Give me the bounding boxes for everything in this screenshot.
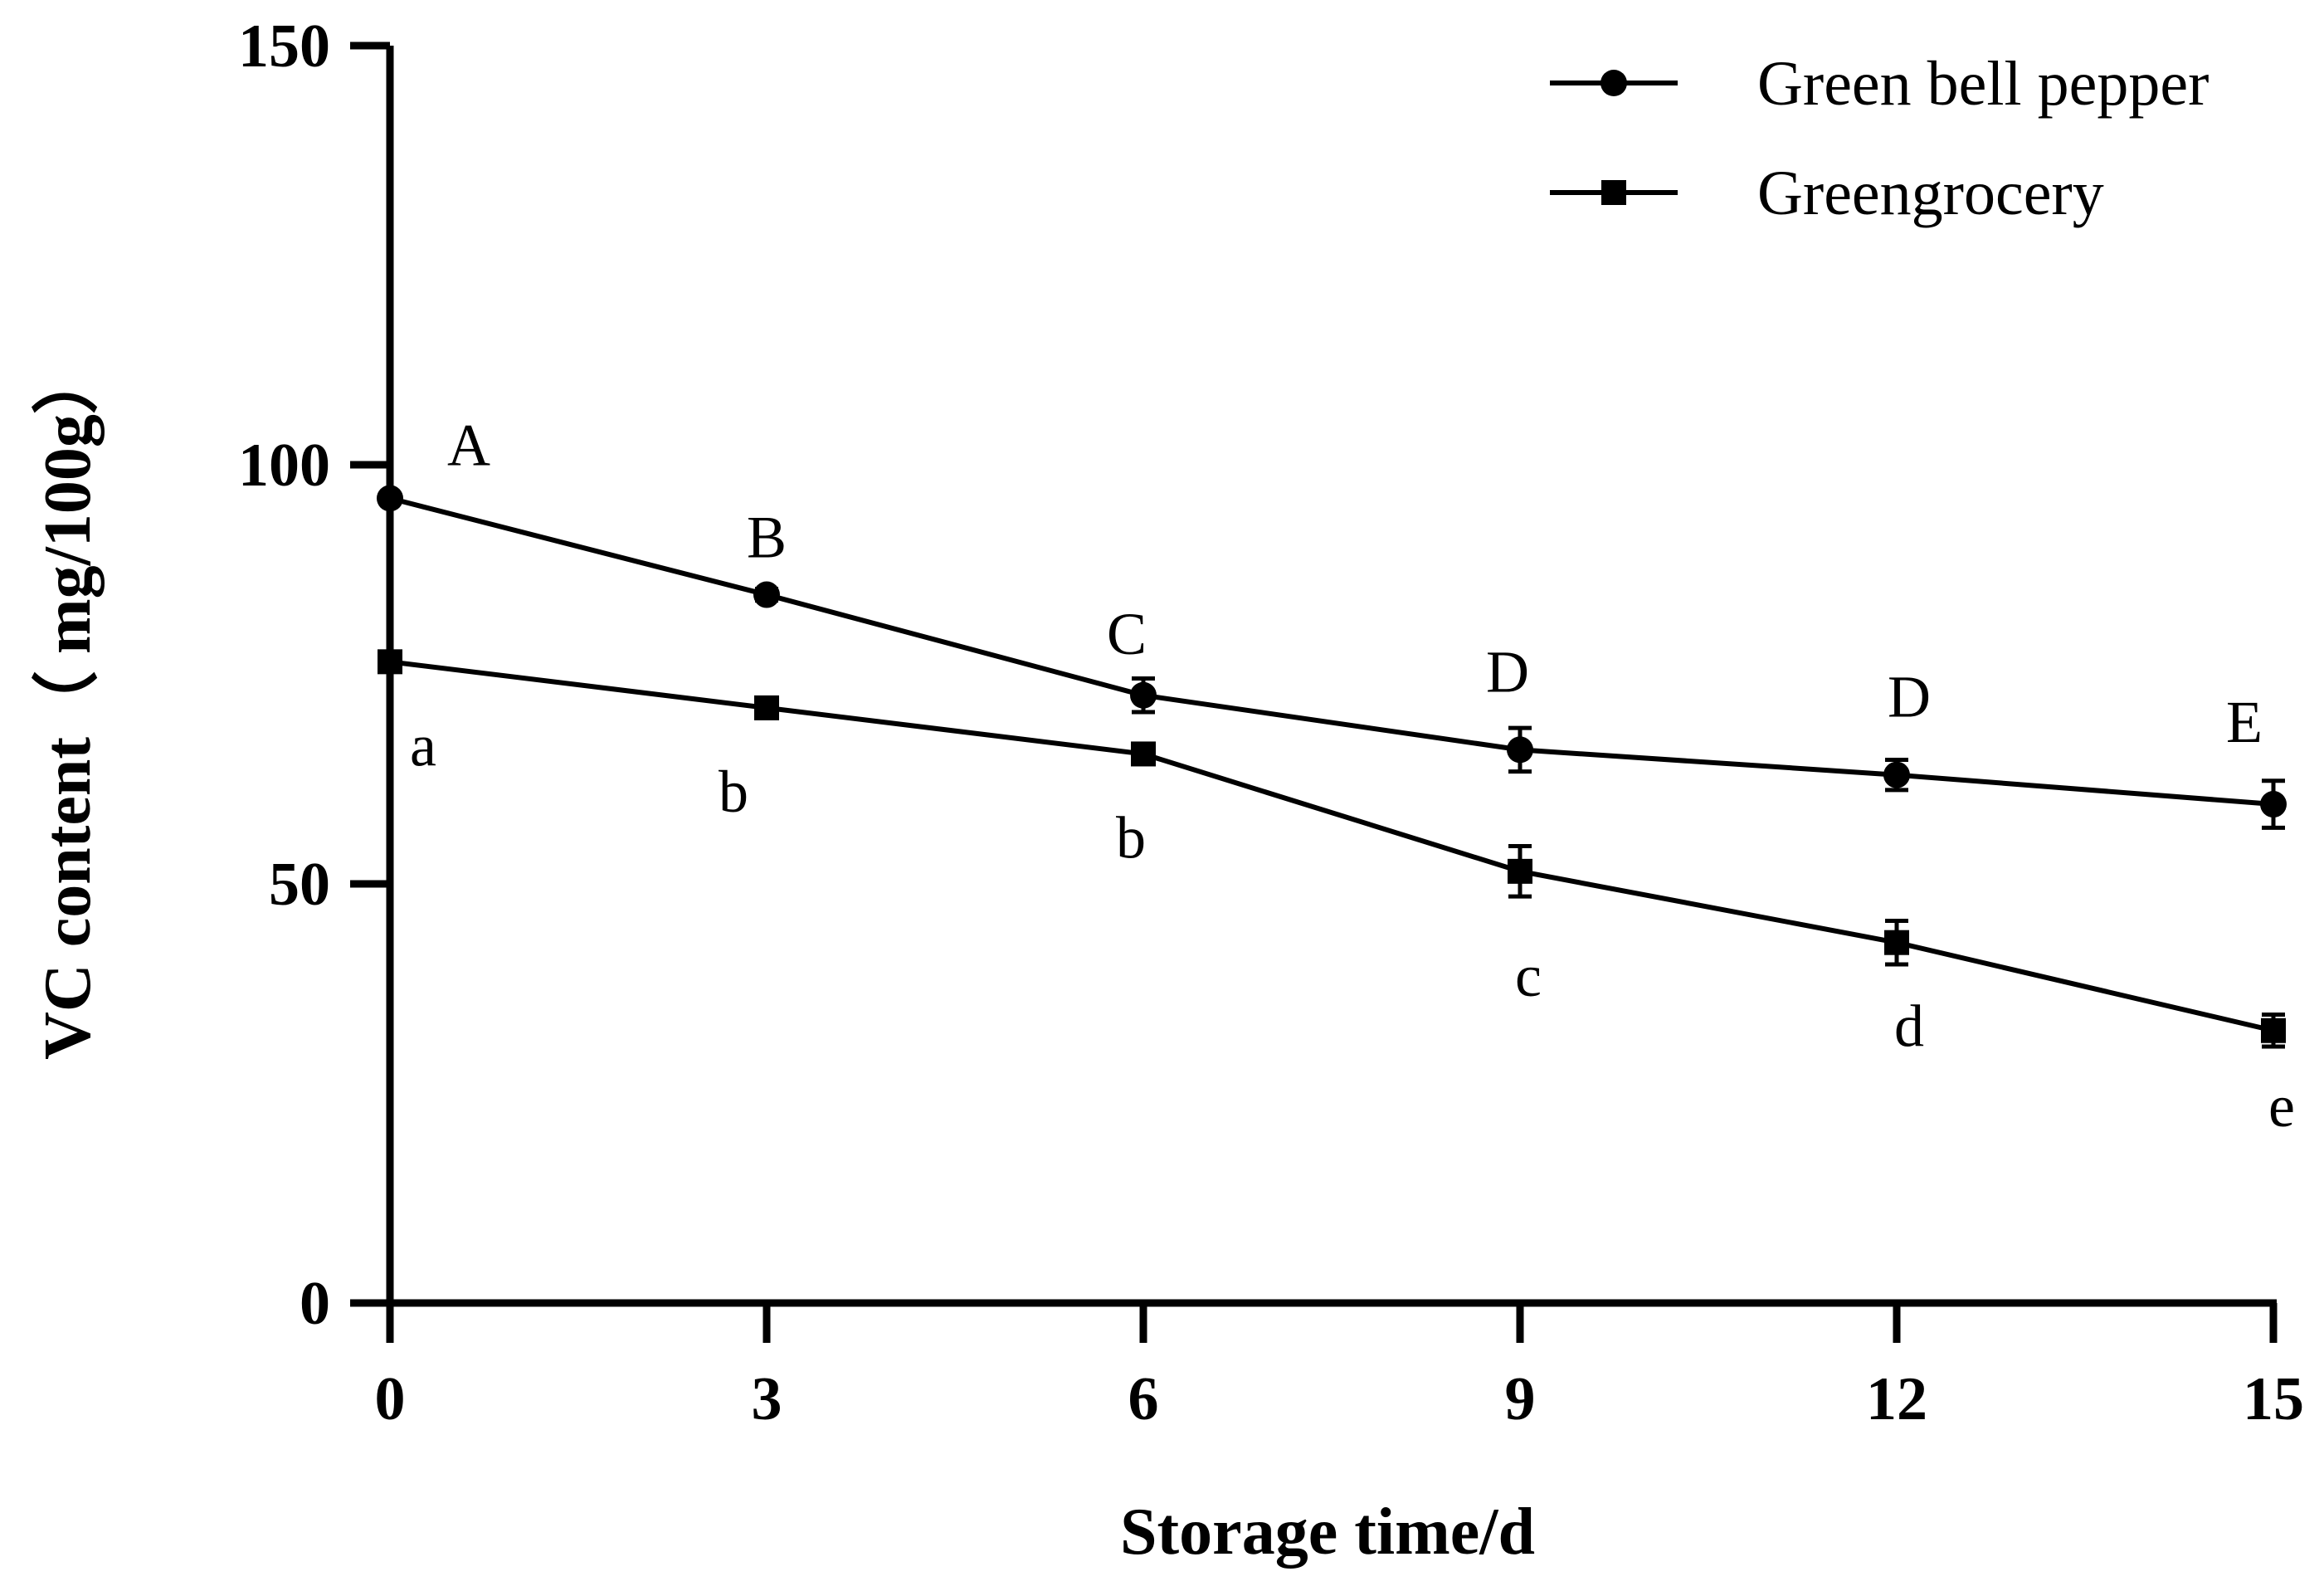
data-point xyxy=(1131,741,1156,767)
data-point xyxy=(1508,858,1532,884)
x-tick-label: 3 xyxy=(752,1365,782,1433)
significance-label: b xyxy=(719,759,748,825)
axes: 0 50 100 150 0 3 6 9 12 15 xyxy=(238,12,2304,1433)
legend: Green bell pepper Greengrocery xyxy=(1550,49,2209,228)
legend-label: Green bell pepper xyxy=(1757,49,2209,119)
significance-label: D xyxy=(1486,638,1529,705)
series-lines xyxy=(377,485,2287,1049)
significance-label: C xyxy=(1107,601,1147,667)
significance-label: b xyxy=(1116,804,1146,871)
data-point xyxy=(1883,761,1910,788)
x-axis-title: Storage time/d xyxy=(1120,1496,1535,1569)
data-point xyxy=(1507,736,1533,764)
series-line-green-bell-pepper xyxy=(389,495,2274,808)
legend-marker xyxy=(1600,70,1627,96)
significance-label: D xyxy=(1888,664,1931,730)
data-point xyxy=(378,649,402,675)
x-tick-label: 12 xyxy=(1866,1365,1927,1433)
data-point xyxy=(754,695,779,720)
legend-marker xyxy=(1601,180,1626,205)
y-tick-label: 50 xyxy=(269,851,330,919)
significance-label: E xyxy=(2226,689,2263,755)
y-tick-label: 150 xyxy=(238,12,330,81)
data-point xyxy=(2260,791,2287,818)
significance-label: d xyxy=(1894,993,1924,1060)
data-point xyxy=(753,581,780,608)
x-tick-label: 15 xyxy=(2243,1365,2304,1433)
y-axis-title: VC content（ mg/100g） xyxy=(32,348,105,1060)
x-tick-label: 0 xyxy=(375,1365,406,1433)
significance-labels: A B C D D Ea b b c d e xyxy=(410,412,2295,1139)
significance-label: B xyxy=(747,505,787,571)
legend-label: Greengrocery xyxy=(1757,159,2104,228)
data-point xyxy=(1130,681,1157,709)
y-tick-label: 0 xyxy=(300,1270,330,1338)
significance-label: e xyxy=(2268,1073,2295,1140)
y-tick-label: 100 xyxy=(238,432,330,500)
data-point xyxy=(2261,1018,2286,1043)
data-point xyxy=(1884,930,1909,955)
significance-label: A xyxy=(447,412,490,478)
x-tick-label: 6 xyxy=(1128,1365,1159,1433)
series-line-greengrocery xyxy=(389,659,2274,1033)
x-tick-label: 9 xyxy=(1505,1365,1536,1433)
significance-label: c xyxy=(1515,943,1542,1009)
data-point xyxy=(377,485,403,512)
significance-label: a xyxy=(410,712,436,778)
